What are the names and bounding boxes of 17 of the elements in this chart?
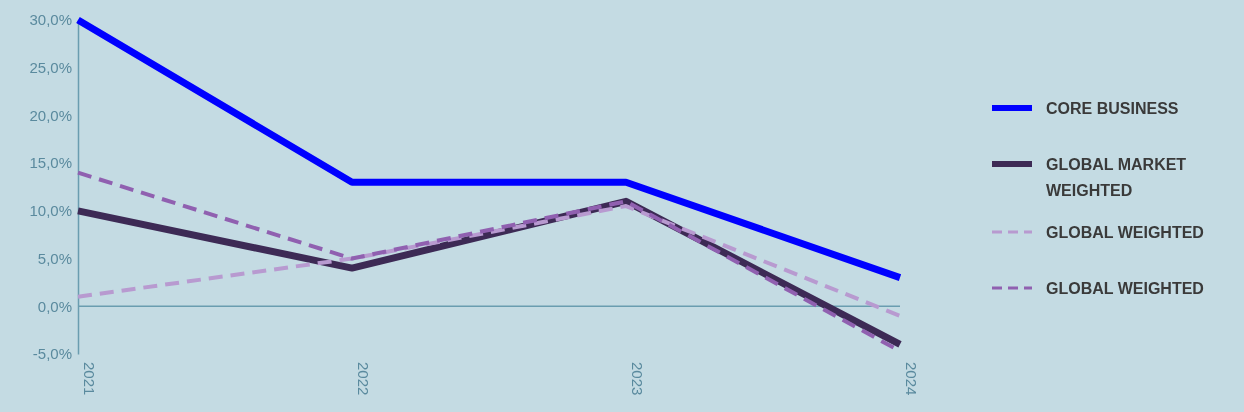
legend-label: GLOBAL WEIGHTED — [1046, 224, 1204, 241]
y-tick-label: 25,0% — [29, 59, 72, 77]
line-series — [76, 204, 902, 318]
x-tick-label: 2024 — [902, 362, 920, 396]
y-tick-label: 15,0% — [29, 154, 72, 172]
x-tick-label: 2023 — [628, 362, 646, 396]
x-tick-label: 2021 — [80, 362, 98, 396]
y-tick-label: 30,0% — [29, 11, 72, 29]
x-tick-label: 2022 — [354, 362, 372, 396]
y-tick-label: 0,0% — [37, 297, 72, 315]
y-tick-label: 10,0% — [29, 202, 72, 220]
legend-label: GLOBAL WEIGHTED — [1046, 280, 1204, 297]
y-tick-label: 5,0% — [37, 249, 72, 267]
legend-label: GLOBAL MARKET WEIGHTED — [1046, 156, 1187, 199]
y-tick-label: -5,0% — [32, 345, 72, 363]
legend-label: CORE BUSINESS — [1046, 100, 1179, 117]
y-tick-label: 20,0% — [29, 106, 72, 124]
